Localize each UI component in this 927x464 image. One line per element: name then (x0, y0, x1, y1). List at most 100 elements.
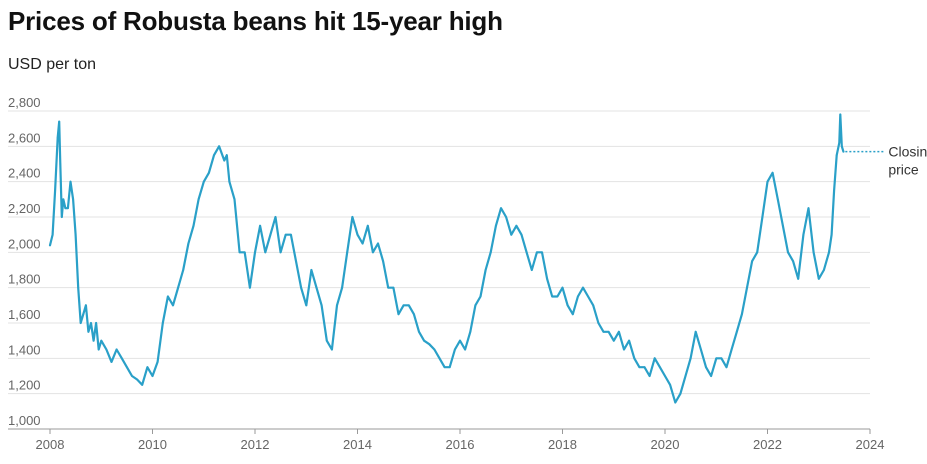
data-point (474, 304, 477, 307)
data-point (505, 216, 507, 218)
data-point (830, 233, 833, 236)
data-point (669, 383, 671, 386)
data-point (674, 401, 677, 404)
data-point (372, 251, 374, 254)
data-point (828, 251, 830, 254)
data-point (694, 330, 697, 333)
data-point (62, 198, 65, 201)
data-point (776, 198, 779, 201)
data-point (192, 224, 195, 227)
data-point (284, 233, 287, 236)
data-point (336, 304, 338, 307)
data-point (633, 357, 636, 360)
data-point (643, 366, 646, 369)
data-point (346, 251, 349, 254)
data-point (387, 286, 390, 289)
data-point (741, 313, 743, 316)
data-point (310, 269, 313, 271)
data-point (705, 366, 707, 369)
data-point (715, 357, 718, 360)
data-point (807, 207, 810, 210)
data-point (592, 304, 595, 307)
data-point (64, 207, 67, 210)
y-tick-label: 1,600 (8, 307, 41, 322)
data-point (797, 277, 800, 280)
data-point (351, 216, 354, 218)
y-tick-label: 1,800 (8, 272, 41, 287)
data-point (238, 251, 241, 254)
data-point (515, 224, 518, 227)
data-point (233, 198, 236, 201)
data-point (177, 286, 180, 289)
y-tick-label: 1,400 (8, 342, 41, 357)
data-point (305, 304, 308, 307)
data-point (479, 295, 482, 298)
data-point (838, 141, 841, 144)
data-point (228, 180, 231, 183)
x-tick-label: 2018 (548, 437, 577, 452)
data-point (835, 154, 838, 157)
data-point (208, 171, 210, 174)
closing-price-annotation: Closing price (845, 144, 927, 178)
y-tick-label: 1,200 (8, 378, 41, 393)
data-point (812, 251, 815, 254)
data-point (530, 269, 533, 271)
data-point (77, 286, 80, 289)
data-point (840, 145, 843, 148)
data-point (49, 244, 51, 247)
data-point (295, 260, 297, 263)
data-point (556, 295, 559, 298)
data-point (315, 286, 318, 289)
data-point (577, 295, 579, 298)
data-point (761, 216, 764, 218)
annotation-text: Closing (888, 144, 927, 160)
data-point (172, 304, 174, 307)
data-point (469, 330, 472, 333)
x-tick-label: 2016 (446, 437, 475, 452)
data-point (56, 136, 59, 139)
data-point (85, 304, 87, 307)
data-point (725, 366, 728, 369)
y-tick-label: 2,400 (8, 166, 41, 181)
data-point (730, 348, 733, 351)
x-axis: 2008 2010 2012 2014 2016 2018 2020 2022 2024 (36, 429, 884, 452)
data-point (325, 339, 328, 342)
data-point (495, 224, 497, 227)
data-point (254, 251, 256, 254)
data-point (597, 322, 600, 324)
y-tick-label: 2,000 (8, 236, 41, 251)
data-point (448, 366, 451, 369)
data-point (67, 207, 69, 210)
data-point (269, 233, 272, 236)
data-point (546, 277, 548, 280)
data-point (510, 233, 513, 236)
data-point (243, 251, 246, 254)
data-point (541, 251, 543, 254)
data-point (54, 189, 56, 192)
data-point (382, 260, 384, 263)
annotation-text: price (888, 162, 919, 178)
data-point (202, 180, 205, 183)
series-group (48, 113, 845, 404)
data-point (628, 339, 630, 342)
x-tick-label: 2020 (651, 437, 680, 452)
data-point (356, 233, 359, 236)
data-point (536, 251, 538, 254)
data-point (69, 180, 72, 183)
data-point (638, 366, 641, 369)
data-point (264, 251, 267, 254)
data-point (689, 357, 692, 360)
data-point (566, 304, 569, 307)
data-point (756, 251, 759, 254)
data-point (74, 233, 77, 236)
data-point (105, 348, 108, 351)
data-point (684, 375, 687, 377)
data-point (58, 120, 61, 123)
data-point (136, 378, 139, 381)
data-point (551, 295, 554, 298)
data-point (120, 357, 123, 360)
data-point (587, 295, 589, 298)
data-point (274, 216, 277, 218)
x-tick-label: 2008 (36, 437, 65, 452)
